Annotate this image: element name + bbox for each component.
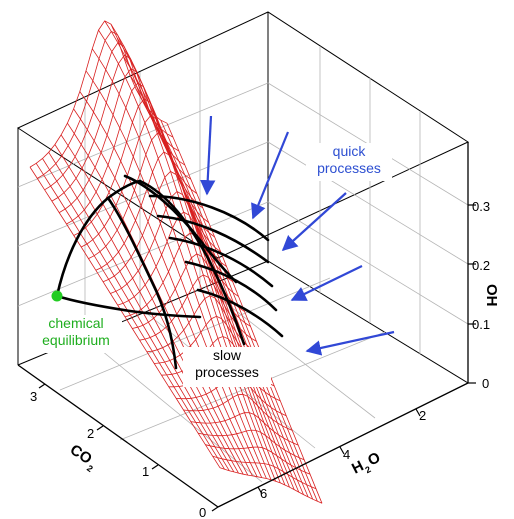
arrow-slow-1 — [290, 265, 363, 301]
gridline-floor-3 — [204, 286, 376, 419]
slow-processes-line2: processes — [195, 364, 259, 380]
co2-tick-label-2: 2 — [87, 426, 94, 441]
trajectory-ridge — [123, 174, 238, 284]
mesh-line-v — [198, 429, 305, 461]
mesh-line-v — [219, 467, 323, 504]
trajectory-left-lower — [106, 196, 178, 370]
quick-processes-callout: quick processes — [306, 143, 392, 181]
surface-mesh — [29, 20, 323, 504]
mesh-line-v — [183, 393, 293, 431]
bounding-box-front — [17, 142, 469, 508]
mesh-line-v — [29, 20, 168, 168]
trajectory-upper-4 — [184, 260, 278, 312]
mesh-line-v — [81, 114, 209, 248]
quick-processes-line1: quick — [332, 143, 366, 159]
oh-tick-label-3: 0.3 — [472, 199, 490, 214]
co2-tick-label-0: 0 — [199, 505, 206, 519]
h2o-tick-mark-6 — [257, 486, 263, 495]
mesh-line-v — [190, 412, 299, 446]
oh-tick-label-2: 0.2 — [472, 258, 490, 273]
co2-tick-label-3: 3 — [30, 389, 37, 404]
chemical-equilibrium-callout: chemical equilibrium — [30, 315, 122, 353]
trajectory-upper-1 — [148, 194, 270, 242]
mesh-line-v — [205, 444, 311, 475]
co2-axis-label: CO 2 — [67, 441, 95, 474]
box-back-floor-edge-right — [267, 260, 469, 384]
h2o-tick-mark-4 — [339, 446, 345, 455]
trajectory-upper-3 — [168, 236, 274, 288]
arrow-quick-2 — [251, 131, 290, 220]
co2-tick-mark-0 — [211, 506, 219, 512]
mesh-line-v — [95, 151, 221, 271]
arrow-quick-3 — [281, 192, 347, 252]
slow-processes-line1: slow — [212, 347, 241, 363]
mesh-line-v — [51, 54, 186, 202]
gridline-left-wall-2 — [17, 141, 269, 247]
trajectory-equilibrium-base — [55, 294, 202, 319]
h2o-axis-line — [217, 382, 469, 508]
h2o-tick-label-6: 6 — [260, 486, 267, 501]
oh-tick-label-0: 0 — [482, 376, 489, 391]
mesh-line-v — [212, 455, 317, 490]
arrow-quick-1 — [200, 115, 216, 196]
gridline-right-wall-2 — [267, 141, 469, 265]
mesh-line-u — [104, 20, 276, 482]
mesh-line-u — [54, 144, 239, 474]
slow-processes-callout: slow processes — [183, 347, 271, 387]
trajectory-left-outer — [55, 179, 142, 298]
h2o-tick-mark-2 — [415, 408, 421, 417]
mesh-line-v — [37, 30, 174, 179]
oh-axis-label: OH — [483, 284, 500, 307]
chemical-equilibrium-line2: equilibrium — [42, 332, 110, 348]
tick-labels: 0 0.1 0.2 0.3 2 4 6 0 1 2 3 — [30, 199, 490, 519]
gridline-right-wall-1 — [267, 201, 469, 325]
mesh-line-v — [117, 211, 239, 306]
quick-processes-line2: processes — [317, 160, 381, 176]
trajectories — [55, 174, 284, 370]
oh-tick-label-1: 0.1 — [472, 317, 490, 332]
co2-axis-label-sub: 2 — [85, 463, 95, 474]
mesh-line-v — [88, 132, 215, 259]
mesh-line-v — [102, 170, 227, 283]
arrow-slow-2 — [305, 330, 395, 356]
co2-tick-label-1: 1 — [142, 464, 149, 479]
mesh-line-u — [73, 108, 253, 477]
tick-marks — [38, 204, 476, 512]
chemical-equilibrium-line1: chemical — [48, 315, 104, 331]
gridline-floor-4 — [59, 277, 331, 391]
gridline-floor-1 — [84, 336, 263, 483]
h2o-axis-label-sub: 2 — [363, 464, 372, 475]
co2-tick-mark-1 — [151, 464, 159, 470]
co2-tick-mark-2 — [96, 425, 104, 431]
equilibrium-point — [51, 290, 63, 302]
co2-tick-mark-3 — [38, 383, 46, 389]
co2-axis-line — [17, 364, 219, 508]
h2o-tick-label-2: 2 — [419, 408, 426, 423]
h2o-axis-label: H 2 O — [349, 449, 383, 478]
trajectory-upper-5 — [196, 288, 284, 338]
mesh-line-v — [73, 98, 204, 236]
trajectory-upper-2 — [156, 214, 270, 264]
arrows — [200, 115, 395, 356]
h2o-tick-label-4: 4 — [343, 447, 350, 462]
